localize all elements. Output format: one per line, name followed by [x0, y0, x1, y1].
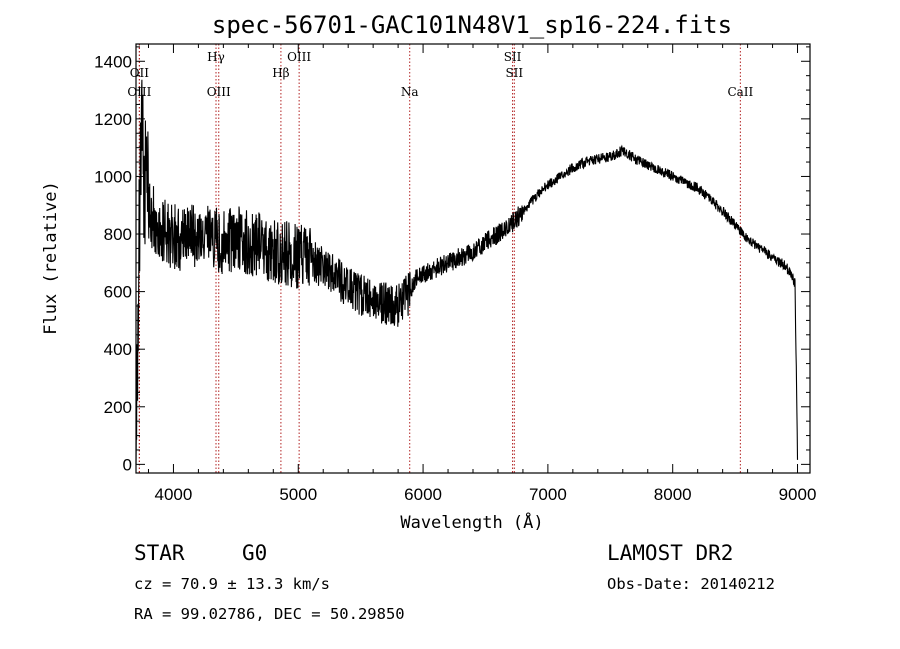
spectral-line-label: OIII — [287, 50, 311, 64]
x-tick-label: 9000 — [779, 485, 817, 504]
spectral-line-label: OIII — [127, 85, 151, 99]
y-tick-label: 1200 — [94, 110, 132, 129]
x-axis-ticks: 4000 5000 6000 7000 8000 9000 — [147, 44, 817, 504]
y-tick-label: 200 — [104, 398, 132, 417]
y-axis-ticks: 0 200 400 600 800 1000 1200 1400 — [94, 46, 810, 474]
spectral-line-label: OIII — [207, 85, 231, 99]
x-axis-label: Wavelength (Å) — [400, 511, 543, 533]
spectral-line-label: CaII — [727, 85, 753, 99]
x-tick-label: 8000 — [654, 485, 692, 504]
y-tick-label: 400 — [104, 340, 132, 359]
spectral-line-labels: OII OIII Hγ OIII Hβ OIII Na SII SII CaII — [127, 50, 753, 99]
y-tick-label: 600 — [104, 283, 132, 302]
obs-date: Obs-Date: 20140212 — [607, 575, 775, 593]
coordinates-text: RA = 99.02786, DEC = 50.29850 — [134, 605, 405, 623]
x-tick-label: 6000 — [404, 485, 442, 504]
x-tick-label: 7000 — [529, 485, 567, 504]
spectral-line-label: SII — [504, 50, 522, 64]
redshift-text: cz = 70.9 ± 13.3 km/s — [134, 575, 330, 593]
y-tick-label: 1400 — [94, 52, 132, 71]
spectral-line-label: OII — [130, 66, 150, 80]
y-tick-label: 0 — [123, 455, 132, 474]
survey-name: LAMOST DR2 — [607, 541, 733, 565]
chart-title: spec-56701-GAC101N48V1_sp16-224.fits — [212, 11, 732, 39]
x-tick-label: 4000 — [155, 485, 193, 504]
y-axis-label: Flux (relative) — [41, 181, 61, 335]
y-tick-label: 1000 — [94, 167, 132, 186]
spectral-line-label: Hγ — [207, 50, 225, 64]
y-tick-label: 800 — [104, 225, 132, 244]
spectral-line-label: Na — [401, 85, 419, 99]
spectral-line-label: SII — [505, 66, 523, 80]
spectral-line-label: Hβ — [272, 66, 289, 80]
x-tick-label: 5000 — [279, 485, 317, 504]
object-class: STAR — [134, 541, 185, 565]
object-subclass: G0 — [242, 541, 267, 565]
spectrum-line — [135, 79, 799, 465]
